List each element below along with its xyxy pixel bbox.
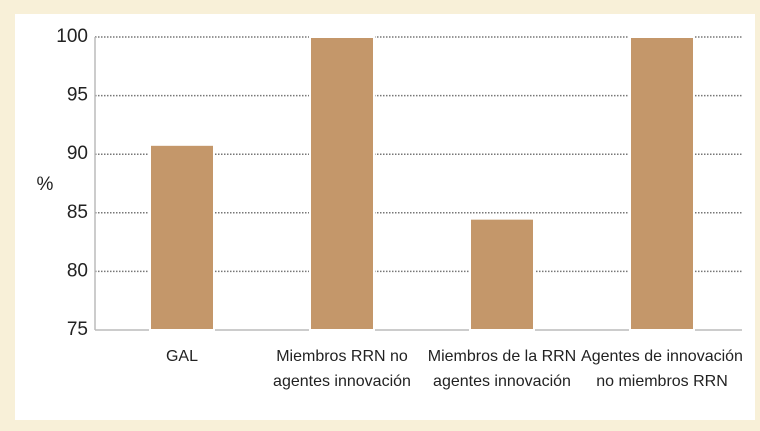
y-tick-label: 90 bbox=[67, 143, 88, 164]
y-tick-label: 100 bbox=[56, 26, 88, 47]
x-tick-label: no miembros RRN bbox=[596, 373, 728, 390]
y-axis-label: % bbox=[37, 174, 54, 195]
y-tick-label: 95 bbox=[67, 85, 88, 106]
bar bbox=[149, 143, 215, 331]
y-tick-label: 85 bbox=[67, 202, 88, 223]
x-tick-label: agentes innovación bbox=[433, 373, 571, 390]
x-tick-label: Miembros RRN no bbox=[276, 348, 408, 365]
x-tick-label: Agentes de innovación bbox=[581, 348, 743, 365]
bar bbox=[469, 217, 535, 331]
bar bbox=[309, 36, 375, 331]
y-tick-label: 80 bbox=[67, 260, 88, 281]
bar bbox=[629, 36, 695, 331]
y-tick-label: 75 bbox=[67, 319, 88, 340]
x-tick-label: agentes innovación bbox=[273, 373, 411, 390]
x-tick-label: Miembros de la RRN bbox=[428, 348, 576, 365]
x-tick-label: GAL bbox=[166, 348, 198, 365]
